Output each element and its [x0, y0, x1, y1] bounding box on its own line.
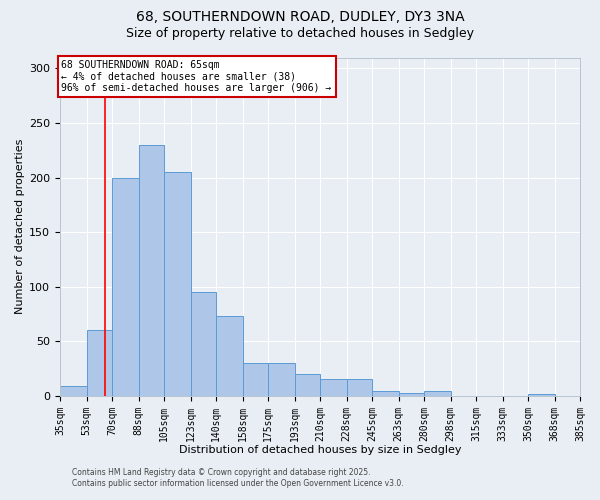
Text: 68 SOUTHERNDOWN ROAD: 65sqm
← 4% of detached houses are smaller (38)
96% of semi: 68 SOUTHERNDOWN ROAD: 65sqm ← 4% of deta… [61, 60, 332, 93]
Bar [372, 392, 399, 396]
Bar [347, 380, 372, 396]
Bar [320, 380, 347, 396]
Bar [216, 316, 243, 396]
Bar [164, 172, 191, 396]
Y-axis label: Number of detached properties: Number of detached properties [15, 139, 25, 314]
X-axis label: Distribution of detached houses by size in Sedgley: Distribution of detached houses by size … [179, 445, 461, 455]
Bar [399, 392, 424, 396]
Bar [191, 292, 216, 396]
Bar [60, 386, 87, 396]
Bar [268, 363, 295, 396]
Bar [528, 394, 555, 396]
Bar [243, 363, 268, 396]
Text: Contains HM Land Registry data © Crown copyright and database right 2025.
Contai: Contains HM Land Registry data © Crown c… [72, 468, 404, 487]
Bar [424, 392, 451, 396]
Bar [580, 394, 600, 396]
Bar [87, 330, 112, 396]
Text: Size of property relative to detached houses in Sedgley: Size of property relative to detached ho… [126, 28, 474, 40]
Bar [112, 178, 139, 396]
Bar [139, 145, 164, 396]
Text: 68, SOUTHERNDOWN ROAD, DUDLEY, DY3 3NA: 68, SOUTHERNDOWN ROAD, DUDLEY, DY3 3NA [136, 10, 464, 24]
Bar [295, 374, 320, 396]
